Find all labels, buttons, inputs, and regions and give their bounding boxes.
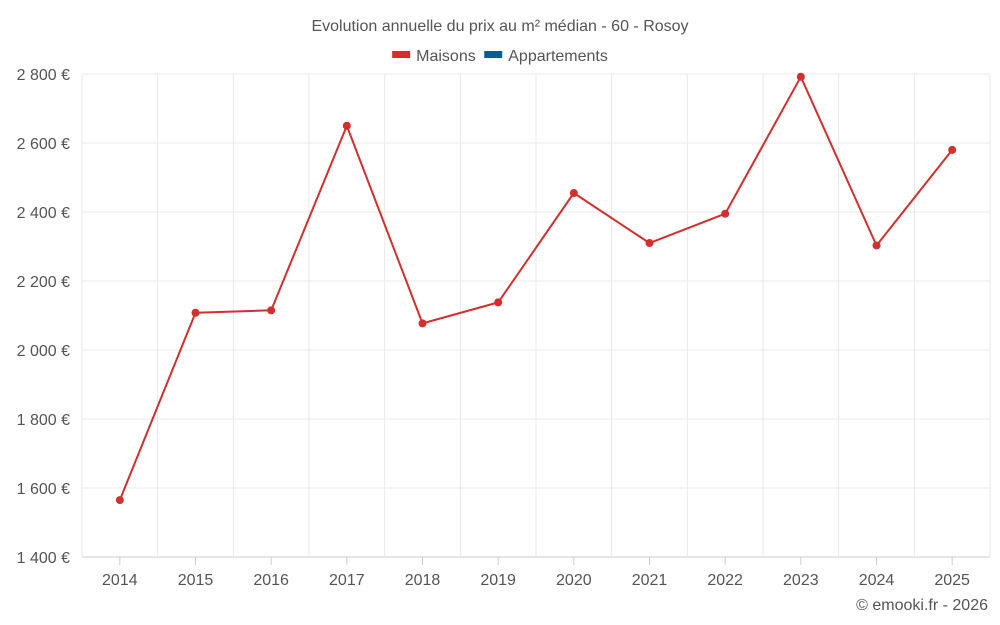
x-tick-label: 2021 xyxy=(632,572,668,589)
x-tick-label: 2020 xyxy=(556,572,592,589)
chart-title: Evolution annuelle du prix au m² médian … xyxy=(311,18,688,35)
y-tick-label: 2 000 € xyxy=(17,343,70,360)
x-tick-label: 2022 xyxy=(707,572,743,589)
data-point-2024[interactable] xyxy=(872,241,881,250)
data-point-2015[interactable] xyxy=(191,308,200,317)
series-line-maisons xyxy=(118,75,953,501)
data-point-2022[interactable] xyxy=(721,209,730,218)
data-point-2018[interactable] xyxy=(418,319,427,328)
data-point-2016[interactable] xyxy=(267,306,276,315)
x-tick-label: 2016 xyxy=(253,572,289,589)
legend-swatch xyxy=(484,51,503,58)
y-axis-ticks: 1 400 € 1 600 € 1 800 € 2 000 € 2 200 € 2 400… xyxy=(17,67,70,567)
data-point-2017[interactable] xyxy=(342,121,351,130)
y-tick-label: 2 600 € xyxy=(17,136,70,153)
x-tick-label: 2014 xyxy=(102,572,138,589)
y-tick-label: 1 800 € xyxy=(17,412,70,429)
legend-label: Appartements xyxy=(508,48,608,65)
x-tick-label: 2018 xyxy=(405,572,441,589)
x-tick-label: 2023 xyxy=(783,572,819,589)
legend-label: Maisons xyxy=(416,48,476,65)
x-tick-label: 2025 xyxy=(934,572,970,589)
x-tick-label: 2017 xyxy=(329,572,365,589)
legend-swatch xyxy=(392,51,411,58)
data-point-2025[interactable] xyxy=(948,145,957,154)
legend: Maisons Appartements xyxy=(392,48,608,65)
data-point-2014[interactable] xyxy=(115,496,124,505)
data-point-2020[interactable] xyxy=(569,189,578,198)
y-tick-label: 2 800 € xyxy=(17,67,70,84)
y-tick-label: 1 400 € xyxy=(17,550,70,567)
data-point-2021[interactable] xyxy=(645,239,654,248)
legend-item-maisons[interactable]: Maisons xyxy=(392,48,476,65)
x-tick-label: 2015 xyxy=(178,572,214,589)
legend-item-appartements[interactable]: Appartements xyxy=(484,48,608,65)
x-tick-label: 2019 xyxy=(480,572,516,589)
data-point-2019[interactable] xyxy=(494,298,503,307)
x-gridlines xyxy=(81,74,991,557)
x-axis-ticks: 2014 2015 2016 2017 2018 2019 2020 2021 2022 2023… xyxy=(102,557,970,589)
y-tick-label: 2 400 € xyxy=(17,205,70,222)
y-tick-label: 2 200 € xyxy=(17,274,70,291)
credit-text: © emooki.fr - 2026 xyxy=(856,597,988,614)
series-layer xyxy=(115,72,957,505)
x-tick-label: 2024 xyxy=(859,572,895,589)
data-point-2023[interactable] xyxy=(796,72,805,81)
y-tick-label: 1 600 € xyxy=(17,481,70,498)
